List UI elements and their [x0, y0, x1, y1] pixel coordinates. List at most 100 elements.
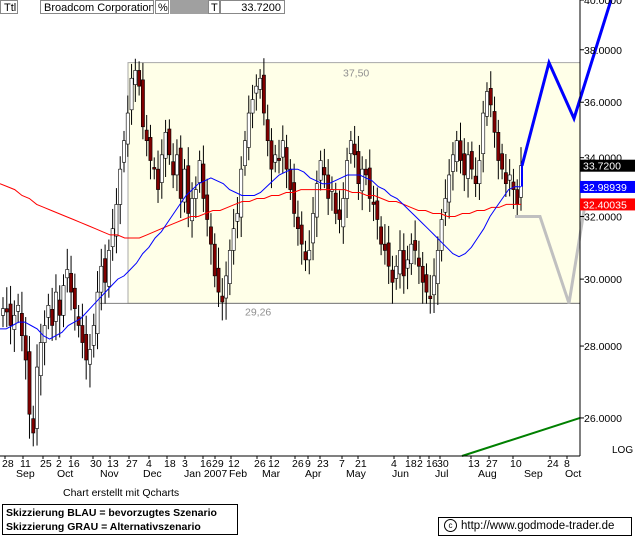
x-day-label: 18 [164, 458, 176, 470]
y-tick-label: 26.0000 [584, 413, 622, 425]
candle-body [212, 243, 217, 277]
price-badge-label: 33.7200 [583, 161, 621, 173]
candle-body [345, 160, 349, 199]
candle-body [273, 154, 278, 163]
candle-body [454, 140, 459, 162]
period-field[interactable]: Ttl [0, 0, 18, 14]
candle-body [367, 167, 372, 199]
candle-body [91, 325, 96, 346]
y-tick-label: 28.0000 [584, 341, 622, 353]
candle-body [84, 334, 89, 361]
x-month-label: May [346, 468, 367, 480]
candle-body [57, 299, 62, 316]
candle-body [382, 243, 387, 251]
source-url[interactable]: c http://www.godmode-trader.de [438, 517, 632, 536]
scenario-gray-line [515, 204, 587, 304]
price-badge-label: 32.98939 [583, 182, 627, 194]
y-tick-label: 32.0000 [584, 211, 622, 223]
candle-body [515, 189, 520, 205]
scenario-blue-line [520, 0, 613, 167]
candle-body [23, 335, 28, 361]
x-day-label: 10 [510, 458, 522, 470]
candle-body [299, 224, 304, 245]
x-day-label: 11 [20, 458, 31, 470]
candle-body [246, 112, 251, 148]
price-badge-1 [580, 180, 635, 193]
x-month-label: Sep [16, 468, 35, 480]
candle-body [318, 160, 323, 181]
candle-body [420, 265, 425, 283]
candle-body [284, 147, 289, 170]
percent-value-field [170, 0, 208, 14]
ma-red-line [0, 183, 521, 239]
x-month-label: Dec [143, 468, 162, 480]
candle-body [54, 291, 58, 322]
candle-body [496, 132, 501, 161]
candle-body [182, 168, 187, 203]
candle-body [76, 316, 81, 326]
candle-body [481, 112, 486, 154]
candle-body [239, 168, 244, 218]
x-day-label: 26 [254, 458, 266, 470]
candle-body [511, 181, 516, 190]
candle-body [80, 325, 85, 343]
candle-body [65, 269, 70, 279]
candle-body [205, 194, 210, 220]
percent-toggle[interactable]: % [155, 0, 169, 14]
candle-body [167, 128, 172, 156]
x-month-label: Aug [478, 468, 497, 480]
candle-body [405, 259, 410, 269]
candle-body [477, 160, 482, 185]
candle-body [398, 250, 402, 275]
x-day-label: 9 [305, 458, 311, 470]
candle-body [20, 313, 24, 337]
candle-body [175, 154, 179, 176]
x-day-label: 4 [391, 458, 397, 470]
candle-body [156, 168, 160, 190]
candle-body [178, 147, 183, 199]
candle-body [110, 228, 115, 247]
candle-body [386, 242, 391, 267]
x-day-label: 29 [212, 458, 224, 470]
candle-body [277, 157, 281, 161]
candle-body [31, 418, 36, 434]
x-month-label: Sep [524, 468, 543, 480]
x-month-label: Oct [57, 468, 73, 480]
range-low-label: 29,26 [245, 306, 271, 318]
candle-body [193, 189, 198, 199]
x-month-label: Mar [262, 468, 281, 480]
security-name-field[interactable]: Broadcom Corporation [40, 0, 154, 14]
candle-body [503, 172, 508, 185]
legend-blue: Skizzierung BLAU = bevorzugtes Szenario [6, 507, 217, 519]
x-day-label: 16 [200, 458, 212, 470]
candle-body [99, 265, 104, 293]
candle-body [69, 273, 73, 293]
candle-body [409, 243, 414, 265]
candle-body [254, 85, 259, 94]
candle-body [171, 161, 176, 176]
candle-body [38, 342, 43, 376]
candle-body [356, 151, 361, 185]
x-day-label: 27 [486, 458, 498, 470]
candle-body [4, 308, 9, 313]
candle-body [42, 325, 47, 343]
candle-body [466, 154, 470, 179]
x-month-label: Jul [435, 468, 448, 480]
candle-body [424, 274, 429, 293]
candle-body [413, 240, 418, 251]
candle-body [492, 111, 497, 133]
candle-body [314, 183, 319, 218]
candle-body [432, 275, 436, 296]
x-day-label: 16 [426, 458, 438, 470]
candle-body [364, 168, 368, 176]
candle-body [144, 129, 149, 142]
x-day-label: 23 [317, 458, 329, 470]
candle-body [88, 349, 92, 365]
candle-body [243, 140, 247, 166]
candle-body [152, 167, 157, 170]
candle-body [50, 309, 55, 326]
candle-body [231, 228, 236, 251]
candle-body [401, 250, 406, 277]
y-tick-label: 36.0000 [584, 97, 622, 109]
